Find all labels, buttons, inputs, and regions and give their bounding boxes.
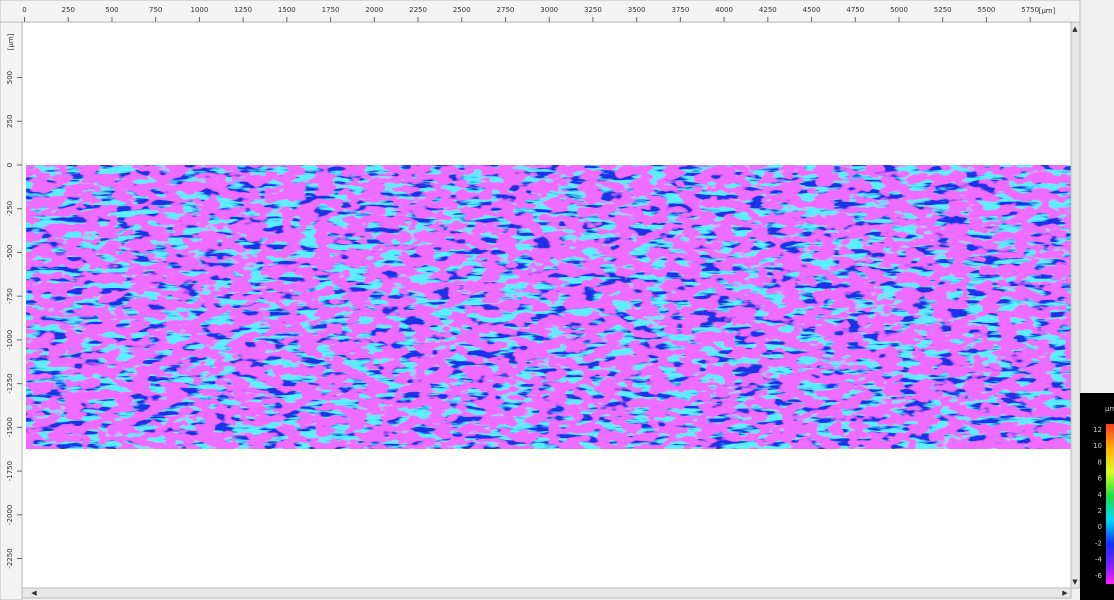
height-map [26, 165, 1071, 449]
x-tick-label: 1500 [278, 6, 296, 14]
colorbar-label: 10 [1093, 442, 1102, 450]
y-unit: [µm] [7, 33, 15, 50]
x-tick-label: 3500 [628, 6, 646, 14]
colorbar-label: 6 [1098, 475, 1103, 483]
x-tick-label: 750 [149, 6, 162, 14]
x-tick-label: 0 [22, 6, 26, 14]
y-tick-label: 250 [6, 115, 14, 128]
x-tick-label: 5000 [890, 6, 908, 14]
y-tick-label: -2250 [6, 548, 14, 568]
colorbar-unit: µm [1105, 405, 1114, 413]
x-tick-label: 3250 [584, 6, 602, 14]
x-tick-label: 1250 [234, 6, 252, 14]
x-tick-label: 5250 [934, 6, 952, 14]
x-tick-label: 3000 [540, 6, 558, 14]
scroll-right[interactable]: ▶ [1062, 589, 1068, 597]
x-tick-label: 500 [105, 6, 118, 14]
y-tick-label: -1750 [6, 461, 14, 481]
x-tick-label: 2750 [497, 6, 515, 14]
y-tick-label: -750 [6, 288, 14, 304]
scroll-up[interactable]: ▲ [1072, 25, 1078, 33]
y-tick-label: -500 [6, 245, 14, 261]
colorbar-label: 2 [1098, 507, 1102, 515]
colorbar-label: -6 [1095, 572, 1103, 580]
y-tick-label: 0 [6, 163, 14, 167]
colorbar-label: -4 [1095, 556, 1103, 564]
x-tick-label: 2500 [453, 6, 471, 14]
colorbar-label: -2 [1095, 539, 1102, 547]
x-tick-label: 4000 [715, 6, 733, 14]
x-tick-label: 2000 [365, 6, 383, 14]
y-tick-label: -1000 [6, 330, 14, 350]
scroll-left[interactable]: ◀ [31, 589, 37, 597]
colorbar-label: 0 [1098, 523, 1102, 531]
colorbar-scale [1106, 424, 1114, 584]
colorbar-label: 12 [1093, 426, 1102, 434]
viewer: ▲ ▼ ◀ ▶ [µm] [µm] µm 0250500750100012501… [0, 0, 1114, 600]
x-tick-label: 3750 [671, 6, 689, 14]
x-tick-label: 5500 [978, 6, 996, 14]
x-unit: [µm] [1039, 7, 1056, 15]
colorbar-label: 4 [1098, 491, 1103, 499]
x-tick-label: 2250 [409, 6, 427, 14]
y-tick-label: -250 [6, 201, 14, 217]
x-tick-label: 4500 [803, 6, 821, 14]
scroll-down[interactable]: ▼ [1072, 578, 1078, 586]
y-tick-label: -1500 [6, 417, 14, 437]
horizontal-scrollbar[interactable] [22, 588, 1071, 598]
y-tick-label: -2000 [6, 505, 14, 525]
y-tick-label: 500 [6, 71, 14, 84]
x-tick-label: 1750 [322, 6, 340, 14]
x-tick-label: 4750 [846, 6, 864, 14]
x-tick-label: 5750 [1021, 6, 1039, 14]
x-tick-label: 250 [62, 6, 75, 14]
x-tick-label: 1000 [190, 6, 208, 14]
y-tick-label: -1250 [6, 373, 14, 393]
colorbar-label: 8 [1098, 458, 1102, 466]
vertical-scrollbar[interactable] [1071, 22, 1080, 588]
x-tick-label: 4250 [759, 6, 777, 14]
